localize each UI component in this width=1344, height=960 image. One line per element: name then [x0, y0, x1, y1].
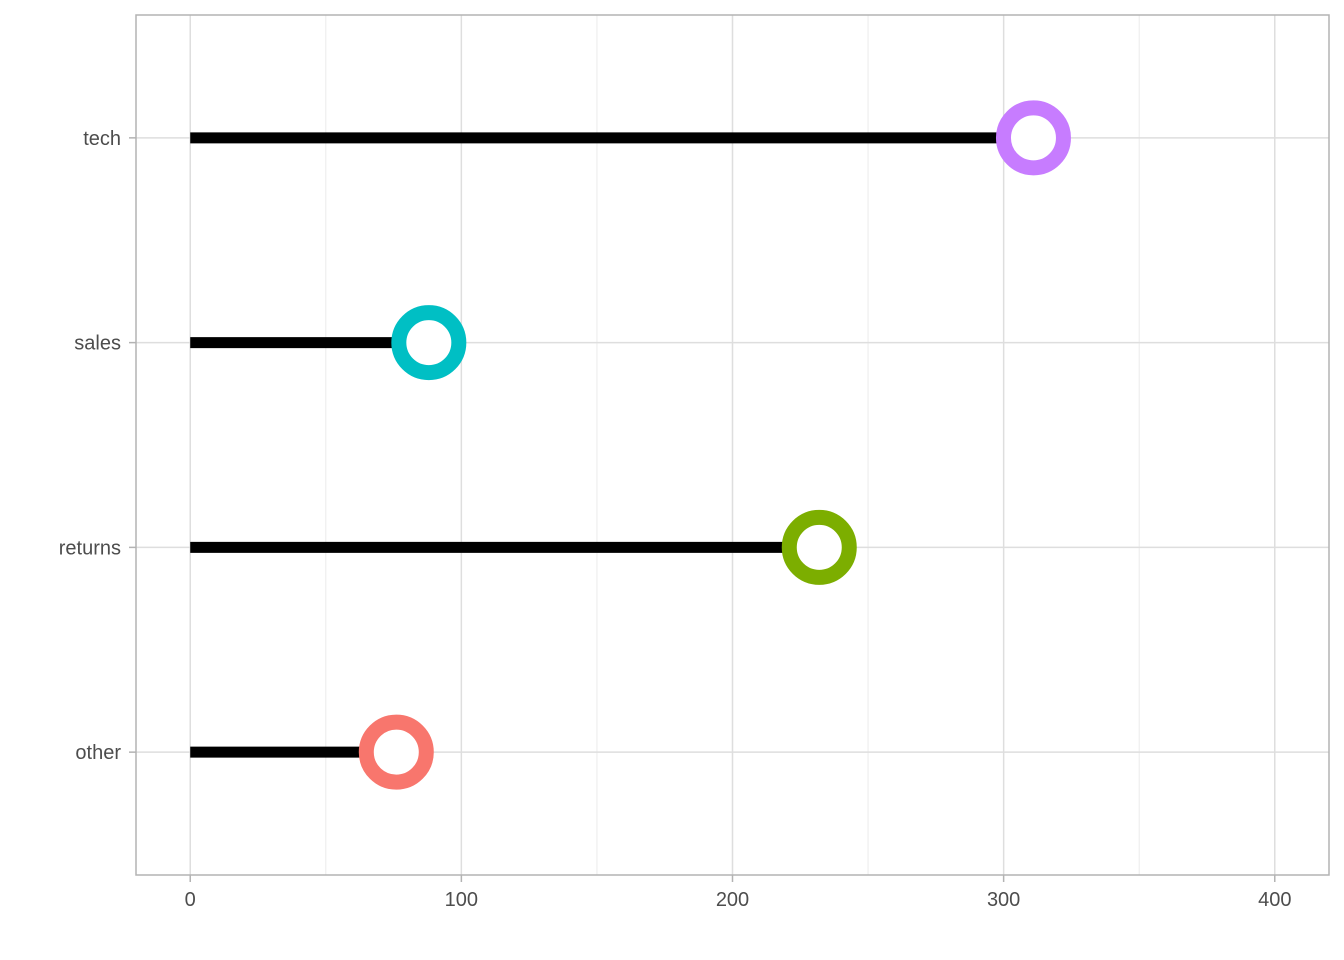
- stems: [190, 132, 1034, 758]
- x-tick-label: 200: [716, 889, 749, 911]
- y-tick-label-tech: tech: [83, 128, 121, 150]
- point-returns: [781, 509, 857, 585]
- point-sales: [391, 305, 467, 381]
- y-tick-label-sales: sales: [74, 333, 121, 355]
- y-tick-label-other: other: [75, 742, 121, 764]
- y-tick-labels: other returns sales tech: [59, 128, 122, 764]
- axis-ticks: [129, 137, 1276, 882]
- grid: [136, 15, 1329, 875]
- y-tick-label-returns: returns: [59, 537, 121, 559]
- x-tick-label: 300: [987, 889, 1020, 911]
- x-tick-label: 400: [1258, 889, 1291, 911]
- point-other: [358, 714, 434, 790]
- points: [358, 100, 1071, 790]
- x-tick-label: 0: [185, 889, 196, 911]
- x-tick-label: 100: [445, 889, 478, 911]
- x-tick-labels: 0 100 200 300 400: [185, 889, 1292, 911]
- point-tech: [995, 100, 1071, 176]
